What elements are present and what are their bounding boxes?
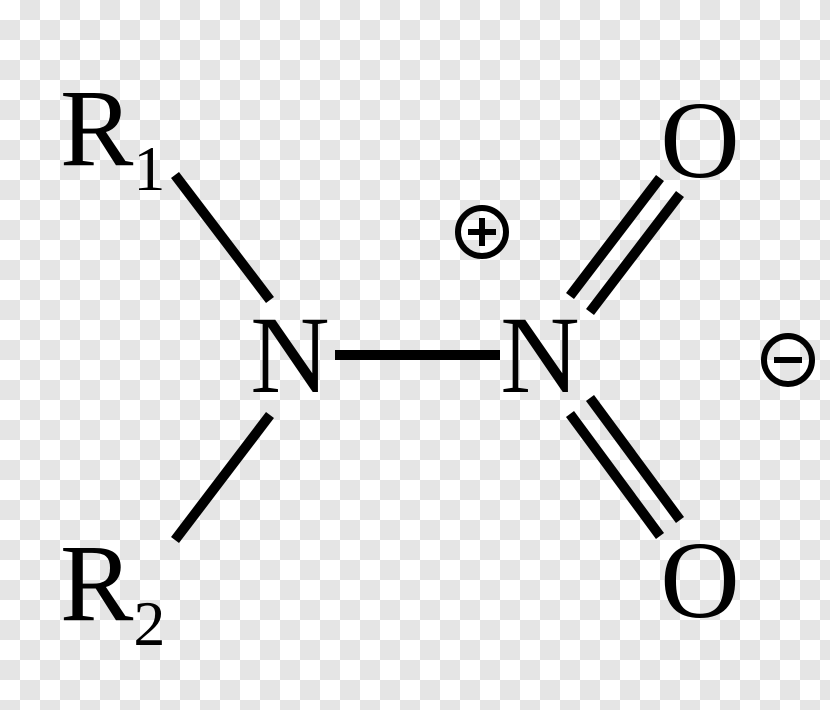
atom-n1: N <box>250 294 329 416</box>
charge-minus <box>764 336 812 384</box>
bond-n2-obot <box>570 398 680 536</box>
bond-r1-n1 <box>175 175 270 300</box>
label-r1: R1 <box>60 67 165 204</box>
atom-n2: N <box>500 294 579 416</box>
atom-o-top: O <box>660 79 739 201</box>
charge-plus <box>458 208 506 256</box>
structure-canvas: R1 R2 N N O O <box>0 0 830 710</box>
bond-r2-n1 <box>175 415 270 540</box>
label-r2: R2 <box>60 522 165 659</box>
atom-labels: R1 R2 N N O O <box>60 67 740 659</box>
structure-svg: R1 R2 N N O O <box>0 0 830 710</box>
atom-o-bottom: O <box>660 519 739 641</box>
